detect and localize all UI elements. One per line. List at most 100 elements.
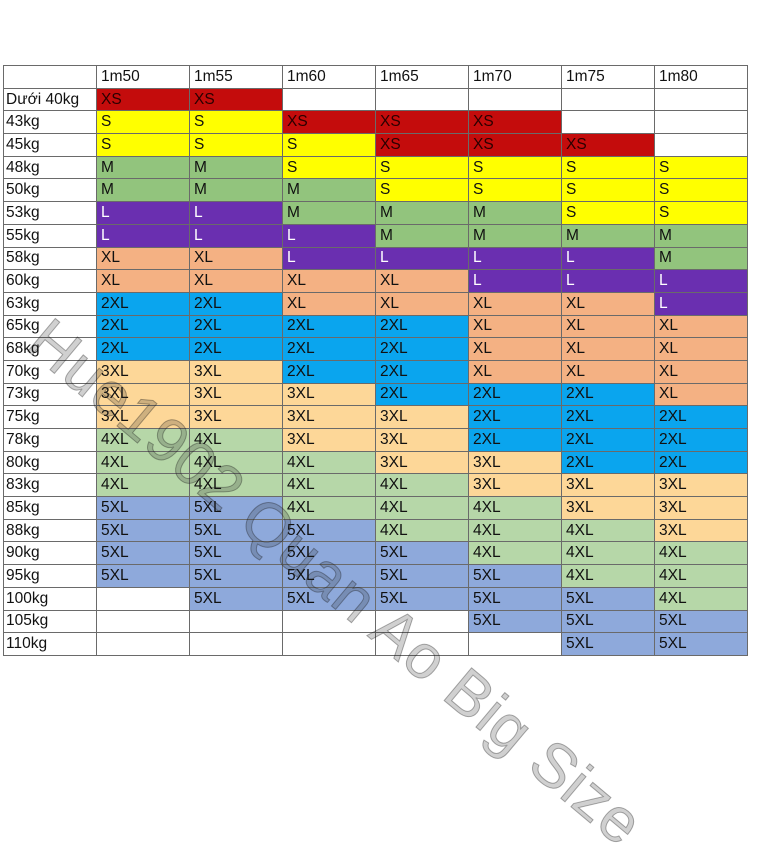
table-row: 73kg 3XL 3XL 3XL 2XL 2XL 2XL XL — [3, 382, 748, 407]
size-cell: 5XL — [561, 586, 655, 611]
weight-label-cell: 65kg — [3, 314, 97, 339]
size-cell: 2XL — [468, 405, 562, 429]
size-cell: S — [561, 155, 655, 180]
size-cell: 2XL — [468, 428, 562, 452]
size-cell: M — [561, 223, 655, 248]
size-cell: 3XL — [189, 359, 283, 384]
size-cell: 2XL — [375, 337, 469, 361]
weight-label-cell: 90kg — [3, 541, 97, 566]
size-cell: S — [96, 110, 190, 135]
table-row: Dưới 40kg XS XS — [3, 87, 748, 112]
size-cell: 4XL — [189, 450, 283, 475]
size-cell: 5XL — [654, 632, 748, 656]
size-cell: 4XL — [375, 496, 469, 520]
table-row: 88kg 5XL 5XL 5XL 4XL 4XL 4XL 3XL — [3, 518, 748, 543]
size-cell: L — [282, 246, 376, 271]
weight-label-cell: 85kg — [3, 496, 97, 520]
table-row: 50kg M M M S S S S — [3, 178, 748, 203]
table-row: 90kg 5XL 5XL 5XL 5XL 4XL 4XL 4XL — [3, 541, 748, 566]
size-cell — [375, 632, 469, 656]
size-cell: 3XL — [468, 450, 562, 475]
size-cell: S — [561, 178, 655, 203]
size-cell: 5XL — [189, 586, 283, 611]
size-cell: L — [654, 269, 748, 293]
size-cell — [282, 87, 376, 112]
size-cell: 3XL — [375, 450, 469, 475]
size-cell: M — [189, 155, 283, 180]
size-cell — [468, 87, 562, 112]
size-chart-table: 1m50 1m55 1m60 1m65 1m70 1m75 1m80 Dưới … — [3, 65, 748, 656]
size-cell: XL — [468, 291, 562, 316]
size-cell: 5XL — [189, 518, 283, 543]
weight-label-cell: 70kg — [3, 359, 97, 384]
size-cell — [375, 609, 469, 634]
table-row: 80kg 4XL 4XL 4XL 3XL 3XL 2XL 2XL — [3, 450, 748, 475]
size-cell: 4XL — [654, 586, 748, 611]
corner-cell — [3, 65, 97, 89]
height-header-cell: 1m50 — [96, 65, 190, 89]
size-cell: S — [282, 155, 376, 180]
table-row: 95kg 5XL 5XL 5XL 5XL 5XL 4XL 4XL — [3, 564, 748, 588]
table-row: 55kg L L L M M M M — [3, 223, 748, 248]
size-cell: 4XL — [375, 473, 469, 498]
table-body: Dưới 40kg XS XS 43kg S S XS XS XS 45kg S S S XS XS XS 48… — [3, 87, 748, 656]
size-cell: XS — [561, 133, 655, 157]
weight-label-cell: 58kg — [3, 246, 97, 271]
size-cell: 4XL — [561, 518, 655, 543]
weight-label-cell: 50kg — [3, 178, 97, 203]
size-cell: XS — [282, 110, 376, 135]
size-cell: 3XL — [654, 518, 748, 543]
table-row: 75kg 3XL 3XL 3XL 3XL 2XL 2XL 2XL — [3, 405, 748, 429]
size-cell: 2XL — [561, 428, 655, 452]
size-cell: L — [561, 269, 655, 293]
table-row: 78kg 4XL 4XL 3XL 3XL 2XL 2XL 2XL — [3, 428, 748, 452]
size-cell: M — [96, 155, 190, 180]
size-cell — [375, 87, 469, 112]
weight-label-cell: 105kg — [3, 609, 97, 634]
table-row: 83kg 4XL 4XL 4XL 4XL 3XL 3XL 3XL — [3, 473, 748, 498]
size-cell: M — [282, 178, 376, 203]
size-cell: 2XL — [654, 450, 748, 475]
size-cell: XL — [561, 291, 655, 316]
size-cell: XL — [96, 269, 190, 293]
size-cell: 4XL — [654, 541, 748, 566]
size-cell: XL — [96, 246, 190, 271]
size-cell: 2XL — [96, 314, 190, 339]
size-cell — [96, 609, 190, 634]
table-row: 105kg 5XL 5XL 5XL — [3, 609, 748, 634]
size-cell: 2XL — [282, 337, 376, 361]
weight-label-cell: 43kg — [3, 110, 97, 135]
size-cell: 2XL — [189, 291, 283, 316]
size-cell: XS — [375, 133, 469, 157]
table-row: 65kg 2XL 2XL 2XL 2XL XL XL XL — [3, 314, 748, 339]
size-cell: 2XL — [375, 314, 469, 339]
size-cell: 5XL — [282, 586, 376, 611]
size-cell: L — [375, 246, 469, 271]
weight-label-cell: 83kg — [3, 473, 97, 498]
size-cell: 3XL — [96, 382, 190, 407]
size-cell: M — [375, 201, 469, 225]
size-cell: 4XL — [282, 450, 376, 475]
weight-label-cell: Dưới 40kg — [3, 87, 97, 112]
size-cell: XL — [654, 314, 748, 339]
size-cell: 2XL — [96, 291, 190, 316]
size-cell: 5XL — [96, 496, 190, 520]
height-header-cell: 1m80 — [654, 65, 748, 89]
weight-label-cell: 60kg — [3, 269, 97, 293]
size-cell: 5XL — [375, 541, 469, 566]
size-cell: 2XL — [189, 337, 283, 361]
size-cell: S — [375, 178, 469, 203]
size-cell: L — [468, 269, 562, 293]
height-header-cell: 1m60 — [282, 65, 376, 89]
table-row: 48kg M M S S S S S — [3, 155, 748, 180]
size-cell: 3XL — [375, 405, 469, 429]
size-cell: 2XL — [96, 337, 190, 361]
weight-label-cell: 73kg — [3, 382, 97, 407]
size-cell: 3XL — [561, 496, 655, 520]
size-cell: 4XL — [468, 518, 562, 543]
size-cell: 3XL — [468, 473, 562, 498]
size-cell: L — [468, 246, 562, 271]
height-header-cell: 1m75 — [561, 65, 655, 89]
table-row: 43kg S S XS XS XS — [3, 110, 748, 135]
size-cell: L — [654, 291, 748, 316]
